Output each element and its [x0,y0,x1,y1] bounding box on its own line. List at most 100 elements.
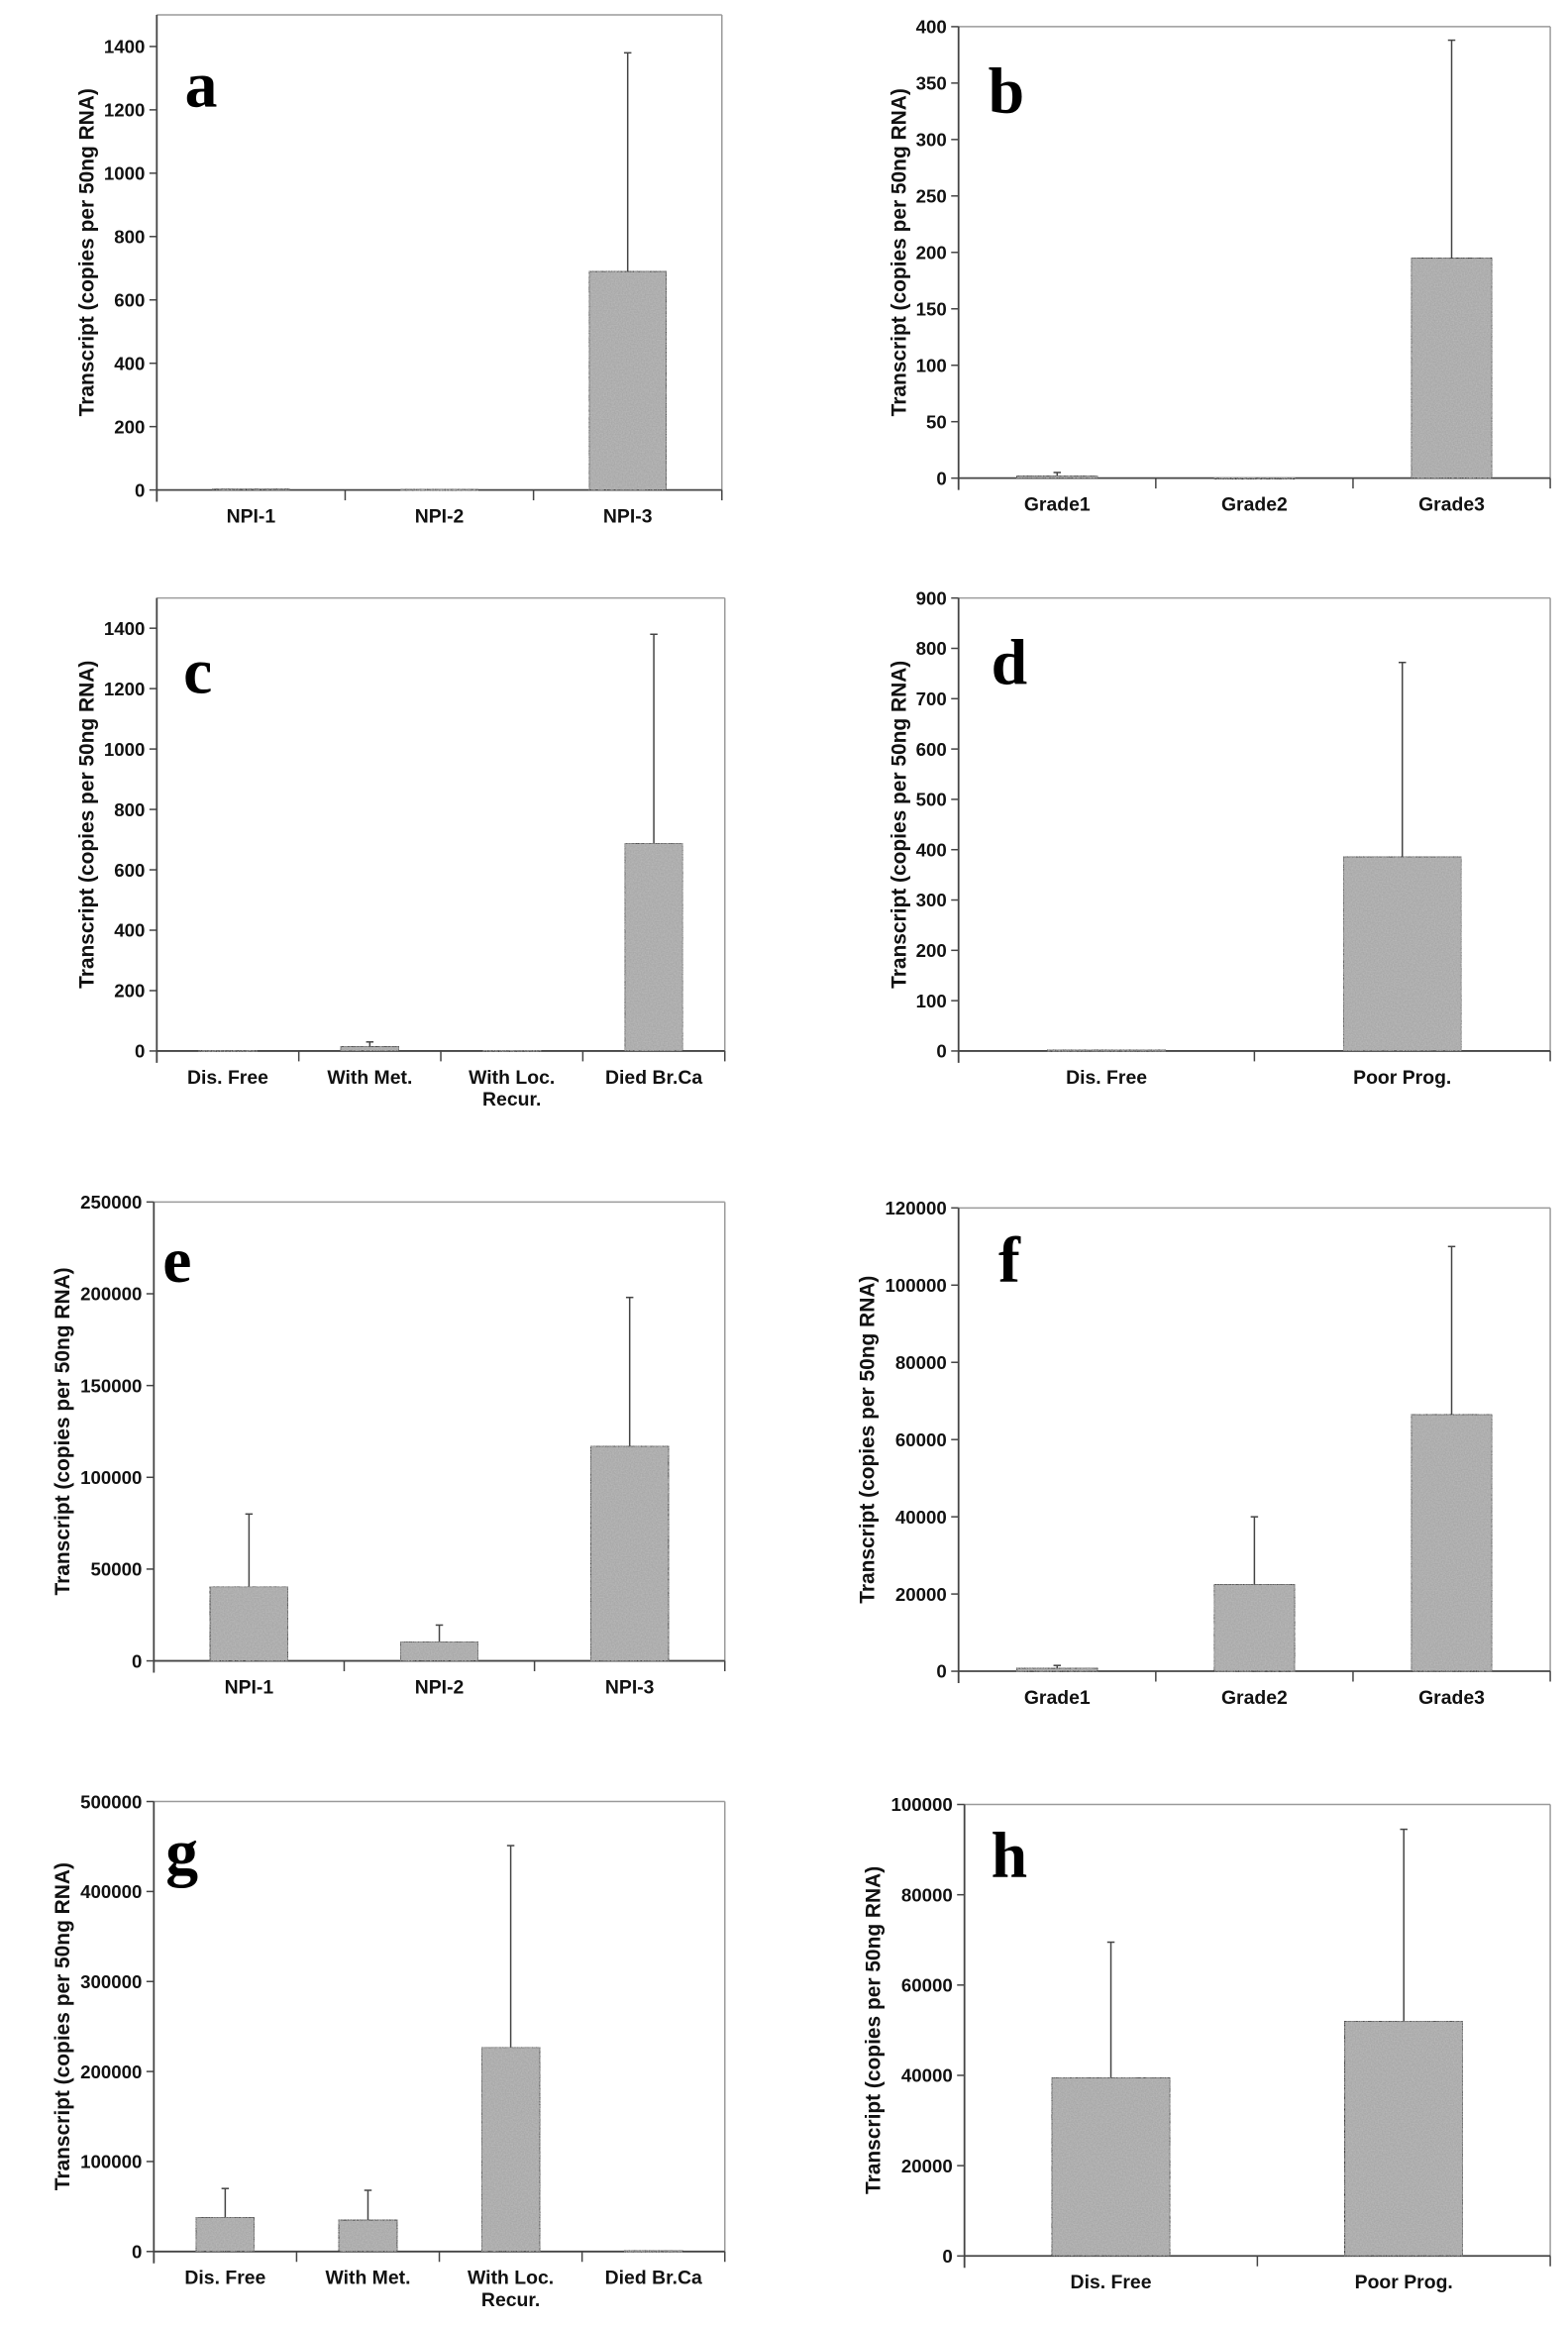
bar [197,1049,258,1053]
panel-letter: b [989,55,1025,128]
y-tick-label: 350 [916,73,947,94]
panel-letter: f [998,1224,1021,1297]
bar [1411,257,1493,479]
y-tick-label: 0 [936,1661,946,1682]
x-tick-label: NPI-1 [225,1676,274,1698]
y-tick-label: 40000 [895,1507,947,1528]
y-tick-label: 300000 [80,1971,142,1992]
panel-letter: a [185,50,218,122]
y-tick-label: 0 [936,1041,946,1062]
y-tick-label: 0 [135,479,145,500]
y-tick-label: 0 [936,468,946,488]
x-tick-label: Grade3 [1418,1687,1485,1709]
y-tick-label: 120000 [886,1198,947,1218]
bar [480,2046,541,2253]
y-tick-label: 0 [135,1041,145,1062]
y-axis-title: Transcript (copies per 50ng RNA) [52,1267,74,1595]
x-tick-label: Died Br.Ca [605,2268,702,2289]
x-tick-label: NPI-2 [415,505,465,527]
panel-e: 0 50000 100000 150000 200000 250000 Transcript… [52,1192,726,1698]
y-tick-label: 200 [916,242,947,263]
y-tick-label: 1000 [104,163,146,184]
x-tick-label: Dis. Free [184,2268,265,2289]
x-tick-label: Recur. [482,1089,541,1111]
y-tick-label: 200000 [80,2062,142,2082]
y-tick-label: 50 [926,411,947,432]
y-tick-label: 100000 [80,1467,142,1488]
y-tick-label: 600 [916,739,947,760]
bar [1342,856,1463,1052]
x-tick-label: With Met. [327,1067,412,1089]
bar [399,488,479,492]
panel-h: 0 20000 40000 60000 80000 100000 Transcript (c… [862,1794,1551,2293]
y-tick-label: 200 [916,940,947,961]
bar [209,1585,289,1662]
y-tick-label: 250 [916,186,947,207]
y-tick-label: 800 [114,799,145,820]
y-tick-label: 900 [916,587,947,608]
y-tick-label: 1400 [104,37,146,57]
bar [1343,2020,1464,2257]
x-tick-label: Recur. [481,2289,540,2311]
y-tick-label: 60000 [901,1975,953,1996]
bar [589,1445,670,1662]
x-tick-label: Grade1 [1024,494,1091,516]
y-tick-label: 400 [114,920,145,941]
x-tick-label: Grade3 [1418,494,1485,516]
x-tick-label: NPI-3 [605,1676,655,1698]
x-tick-label: Grade2 [1221,1687,1288,1709]
y-tick-label: 1200 [104,679,146,699]
y-axis-title: Transcript (copies per 50ng RNA) [889,88,911,416]
bar [1015,1667,1098,1672]
x-tick-label: NPI-2 [415,1676,465,1698]
x-tick-label: Poor Prog. [1355,2272,1453,2293]
x-tick-label: Died Br.Ca [605,1067,702,1089]
x-tick-label: Dis. Free [1071,2272,1152,2293]
panel-c: 0 200 400 600 800 1000 1200 1400 Transcript (cop… [75,596,726,1111]
y-tick-label: 400 [916,839,947,860]
y-tick-label: 400 [916,17,947,38]
bar [624,842,684,1052]
x-tick-label: Dis. Free [187,1067,268,1089]
panel-letter: c [183,635,212,707]
y-tick-label: 300 [916,890,947,910]
bar [211,487,290,491]
y-axis-title: Transcript (copies per 50ng RNA) [52,1862,74,2190]
bar [1051,2076,1171,2257]
x-tick-label: With Met. [325,2268,410,2289]
y-tick-label: 600 [114,860,145,881]
y-tick-label: 200000 [80,1284,142,1305]
x-tick-label: With Loc. [469,1067,555,1089]
y-tick-label: 800 [114,227,145,248]
y-tick-label: 100000 [890,1794,952,1815]
bar [1411,1414,1493,1672]
y-tick-label: 200 [114,981,145,1002]
panel-b: 0 50 100 150 200 250 300 350 400 Transcript (copi… [889,17,1551,516]
y-tick-label: 100000 [886,1275,947,1296]
y-tick-label: 500000 [80,1791,142,1812]
x-tick-label: NPI-1 [227,505,276,527]
bar [195,2216,256,2253]
y-tick-label: 600 [114,289,145,310]
bar [399,1640,479,1662]
y-tick-label: 0 [132,1650,142,1671]
y-tick-label: 60000 [895,1429,947,1450]
y-tick-label: 400000 [80,1881,142,1902]
y-axis-title: Transcript (copies per 50ng RNA) [75,88,98,416]
y-axis-title: Transcript (copies per 50ng RNA) [856,1276,879,1604]
x-tick-label: Grade2 [1221,494,1288,516]
x-tick-label: Grade1 [1024,1687,1091,1709]
x-tick-label: NPI-3 [603,505,653,527]
y-tick-label: 500 [916,790,947,810]
y-tick-label: 100 [916,355,947,375]
y-tick-label: 20000 [901,2156,953,2176]
y-axis-title: Transcript (copies per 50ng RNA) [862,1866,885,2194]
y-tick-label: 100000 [80,2152,142,2172]
y-tick-label: 0 [132,2242,142,2263]
y-tick-label: 1400 [104,618,146,639]
panel-f: 0 20000 40000 60000 80000 100000 120000 Transcr… [856,1198,1551,1709]
panel-d: 0 100 200 300 400 500 600 700 800 900 Transcript (… [889,587,1551,1089]
y-tick-label: 150000 [80,1375,142,1396]
bar [338,2219,398,2253]
